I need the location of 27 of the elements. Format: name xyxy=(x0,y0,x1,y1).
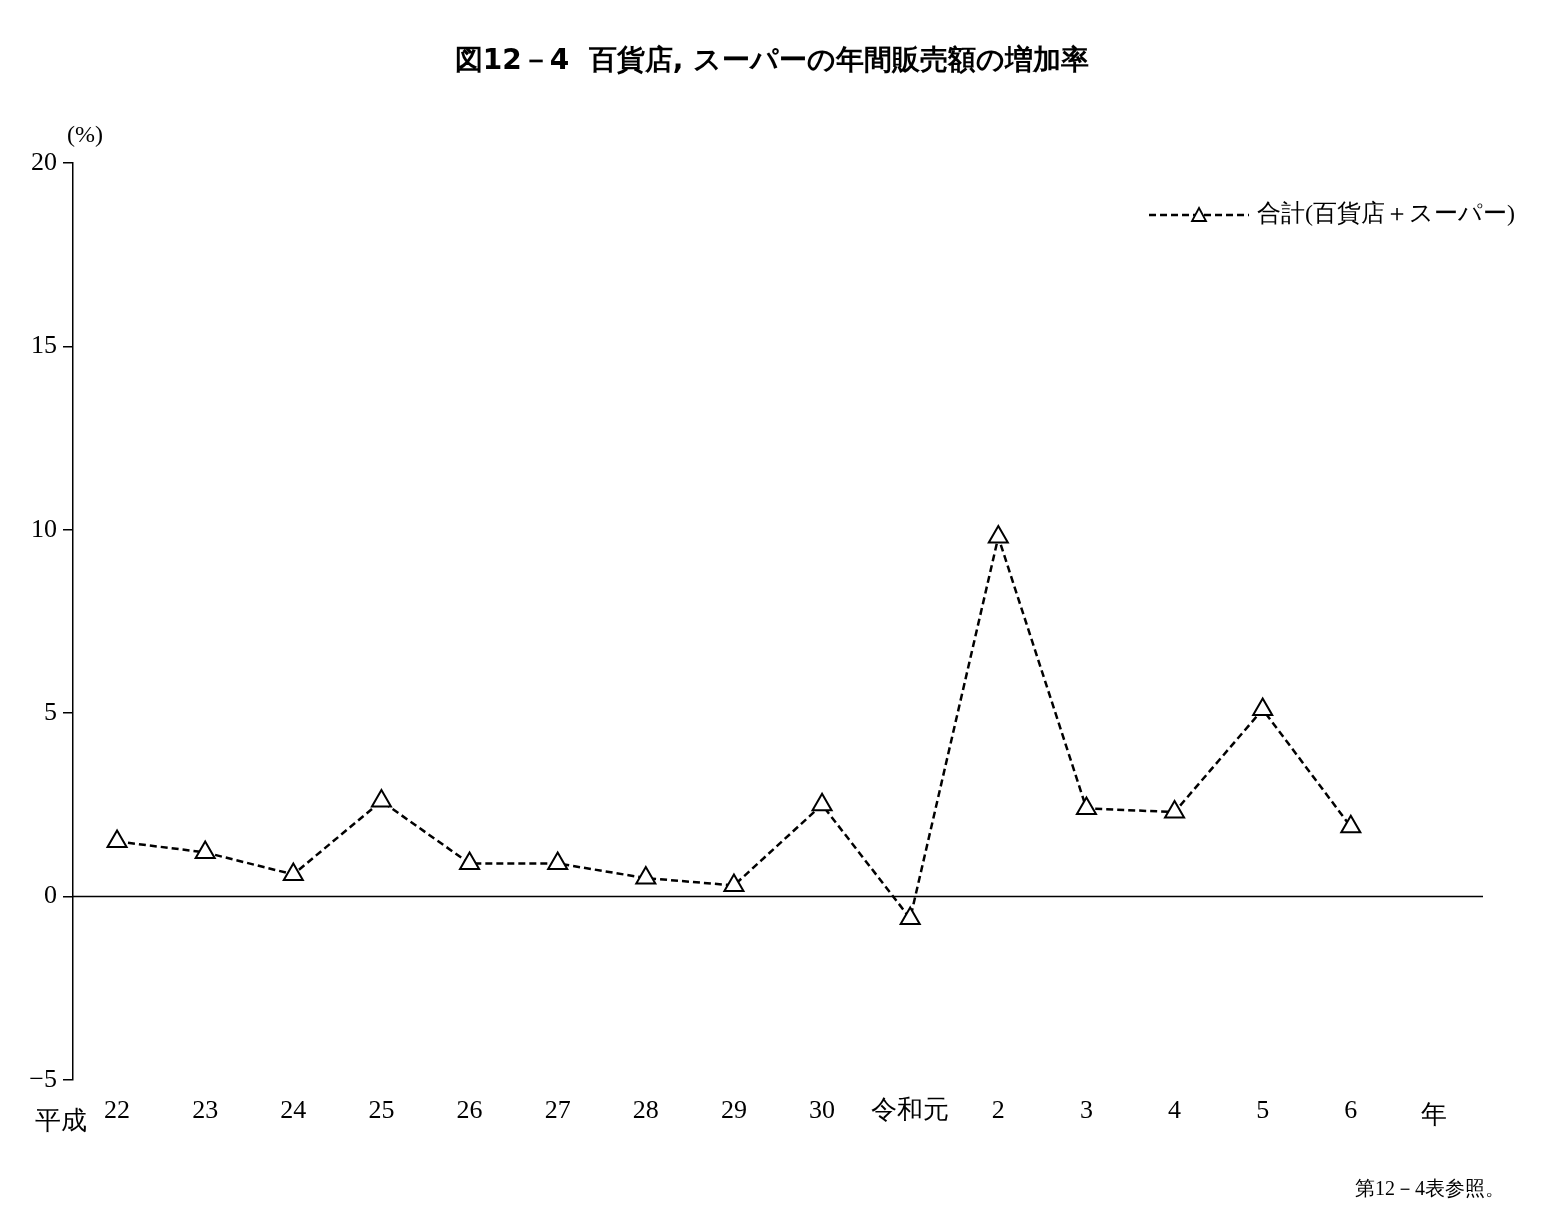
text: 第12－4表参照。 xyxy=(1355,1177,1505,1200)
x-tick-label: 27 xyxy=(544,1095,571,1125)
legend-label: 合計(百貨店＋スーパー) xyxy=(1257,200,1515,227)
x-tick-label: 5 xyxy=(1256,1095,1270,1125)
text: 平成 xyxy=(35,1105,88,1135)
x-tick-label: 4 xyxy=(1168,1095,1182,1125)
x-tick-label: 28 xyxy=(632,1095,659,1125)
y-tick-label: 10 xyxy=(31,513,57,543)
y-tick-label: 20 xyxy=(31,146,57,176)
x-tick-label: 6 xyxy=(1344,1095,1358,1125)
x-axis-title: 年 xyxy=(1420,1099,1447,1129)
x-tick-label: 29 xyxy=(720,1095,747,1125)
x-tick-label: 令和元 xyxy=(871,1095,950,1125)
y-tick-label: 5 xyxy=(44,696,57,726)
y-tick-label: 0 xyxy=(44,880,57,910)
x-tick-label: 25 xyxy=(368,1095,395,1125)
x-tick-label: 24 xyxy=(280,1095,307,1125)
x-tick-label: 26 xyxy=(456,1095,483,1125)
x-tick-label: 3 xyxy=(1079,1095,1093,1125)
chart-title: 図12－4 百貨店, スーパーの年間販売額の増加率 xyxy=(454,43,1090,77)
x-tick-label: 23 xyxy=(192,1095,219,1125)
x-tick-label: 2 xyxy=(991,1095,1005,1125)
y-tick-label: −5 xyxy=(29,1063,57,1093)
x-tick-label: 30 xyxy=(809,1095,836,1125)
y-tick-label: 15 xyxy=(31,330,57,360)
y-axis-title: (%) xyxy=(67,121,103,148)
x-tick-label: 22 xyxy=(104,1095,131,1125)
